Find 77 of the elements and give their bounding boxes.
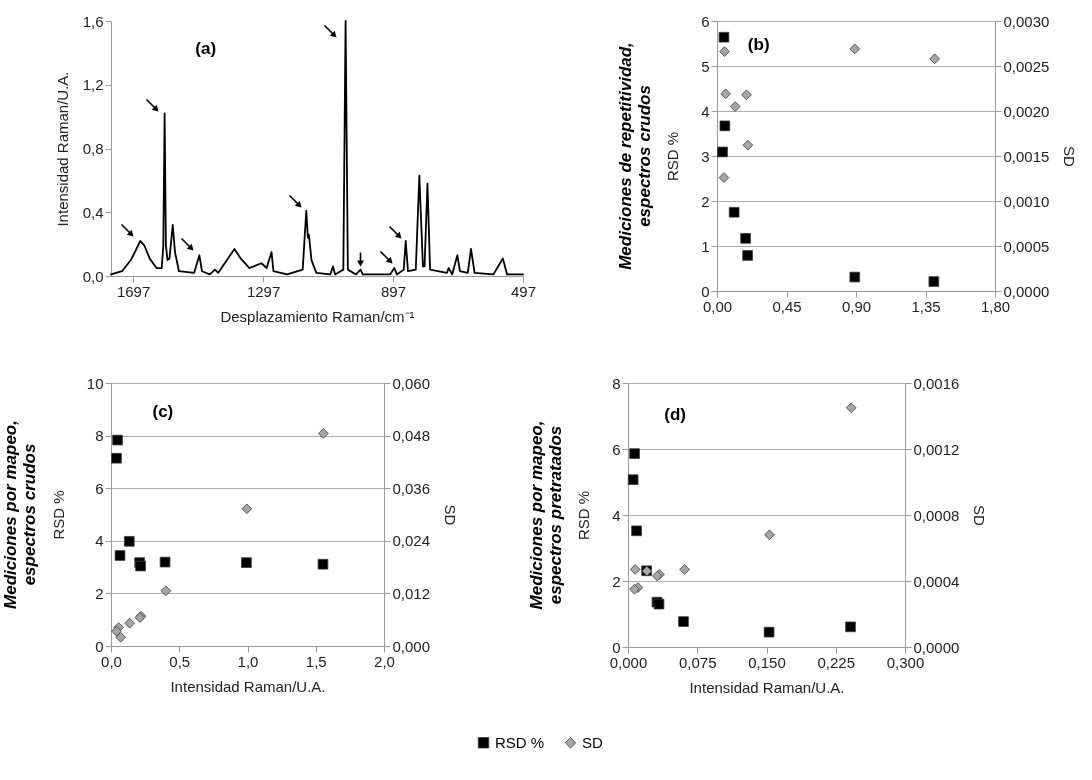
y2-tick-label: 0,012: [392, 584, 431, 602]
y2-tick-label: 0,0012: [913, 440, 960, 458]
y2-tick-label: 0,0015: [1003, 147, 1050, 165]
y-tick-label: 2: [701, 192, 710, 210]
x-tick-label: 0,150: [748, 653, 786, 671]
y-tick-label: 2: [95, 584, 104, 602]
text: Mediciones por mapeo, espectros pretratados: [526, 420, 565, 610]
text: Mediciones de repetitividad, espectros crudos: [615, 42, 654, 270]
x-axis-title: Desplazamiento Raman/cm⁻¹: [220, 307, 415, 325]
x-tick-label: 897: [381, 282, 407, 300]
y2-tick-label: 0,0010: [1003, 192, 1050, 210]
x-axis-title: Intensidad Raman/U.A.: [689, 678, 845, 696]
y2-tick-label: 0,024: [392, 532, 431, 550]
legend-label: RSD %: [495, 733, 545, 751]
legend-label: SD: [582, 733, 603, 751]
y-tick-label: 0,0: [82, 267, 104, 285]
y2-axis-title: SD: [442, 504, 460, 526]
y-tick-label: 6: [701, 12, 710, 30]
x-tick-label: 0,5: [169, 652, 191, 670]
y-tick-label: 10: [86, 374, 104, 392]
y2-tick-label: 0,0020: [1003, 102, 1050, 120]
y-tick-label: 0: [612, 638, 621, 656]
y2-tick-label: 0,0030: [1003, 12, 1050, 30]
annotation: (d): [664, 404, 686, 424]
y-axis-title: RSD %: [49, 490, 67, 540]
y-axis-title: RSD %: [575, 490, 593, 541]
y2-axis-title: SD: [971, 505, 989, 527]
y-tick-label: 1,2: [82, 76, 104, 94]
y-tick-label: 5: [701, 57, 710, 75]
annotation: (a): [195, 39, 217, 59]
y-tick-label: 2: [612, 572, 621, 590]
x-tick-label: 1,0: [237, 652, 259, 670]
y-tick-label: 1,6: [82, 12, 104, 30]
x-tick-label: 1697: [116, 282, 151, 300]
x-tick-label: 0,075: [678, 653, 717, 671]
y2-tick-label: 0,060: [392, 374, 431, 392]
x-tick-label: 0,000: [609, 653, 648, 671]
y-tick-label: 1: [701, 237, 710, 255]
y2-tick-label: 0,036: [392, 479, 431, 497]
x-tick-label: 1297: [246, 282, 281, 300]
x-axis-title: Intensidad Raman/U.A.: [170, 677, 326, 695]
y2-tick-label: 0,048: [392, 427, 431, 445]
y2-tick-label: 0,0008: [913, 506, 960, 524]
annotation: (c): [152, 401, 174, 421]
y-tick-label: 4: [612, 506, 621, 524]
x-tick-label: 1,80: [980, 297, 1011, 315]
y2-tick-label: 0,0000: [913, 638, 960, 656]
x-tick-label: 0,90: [841, 297, 872, 315]
y2-tick-label: 0,0016: [913, 374, 960, 392]
y-tick-label: 4: [701, 102, 710, 120]
annotation: (b): [747, 35, 770, 55]
y-tick-label: 0,8: [82, 140, 104, 157]
y2-axis-title: SD: [1061, 146, 1079, 168]
y-tick-label: 4: [95, 532, 104, 550]
x-tick-label: 0,00: [702, 297, 733, 315]
y2-tick-label: 0,0005: [1003, 237, 1050, 255]
y-axis-title: RSD %: [664, 131, 682, 182]
x-tick-label: 1,5: [305, 652, 327, 670]
y-tick-label: 8: [612, 374, 621, 392]
y2-tick-label: 0,0000: [1003, 282, 1050, 300]
y-tick-label: 0: [701, 282, 710, 300]
y-tick-label: 3: [701, 147, 710, 165]
y2-tick-label: 0,000: [392, 637, 431, 655]
y2-tick-label: 0,0004: [913, 572, 960, 590]
x-tick-label: 1,35: [911, 297, 941, 315]
x-tick-label: 0,45: [772, 297, 802, 315]
x-tick-label: 2,0: [374, 652, 395, 670]
y-tick-label: 8: [95, 427, 104, 445]
x-tick-label: 0,225: [817, 653, 856, 671]
text: Mediciones por mapeo, espectros crudos: [1, 420, 40, 609]
y-tick-label: 6: [95, 479, 104, 497]
y-tick-label: 6: [612, 440, 621, 458]
y2-tick-label: 0,0025: [1003, 57, 1050, 75]
y-tick-label: 0: [95, 637, 104, 655]
y-axis-title: Intensidad Raman/U.A.: [53, 71, 71, 227]
x-tick-label: 497: [510, 282, 537, 300]
y-tick-label: 0,4: [82, 203, 104, 221]
